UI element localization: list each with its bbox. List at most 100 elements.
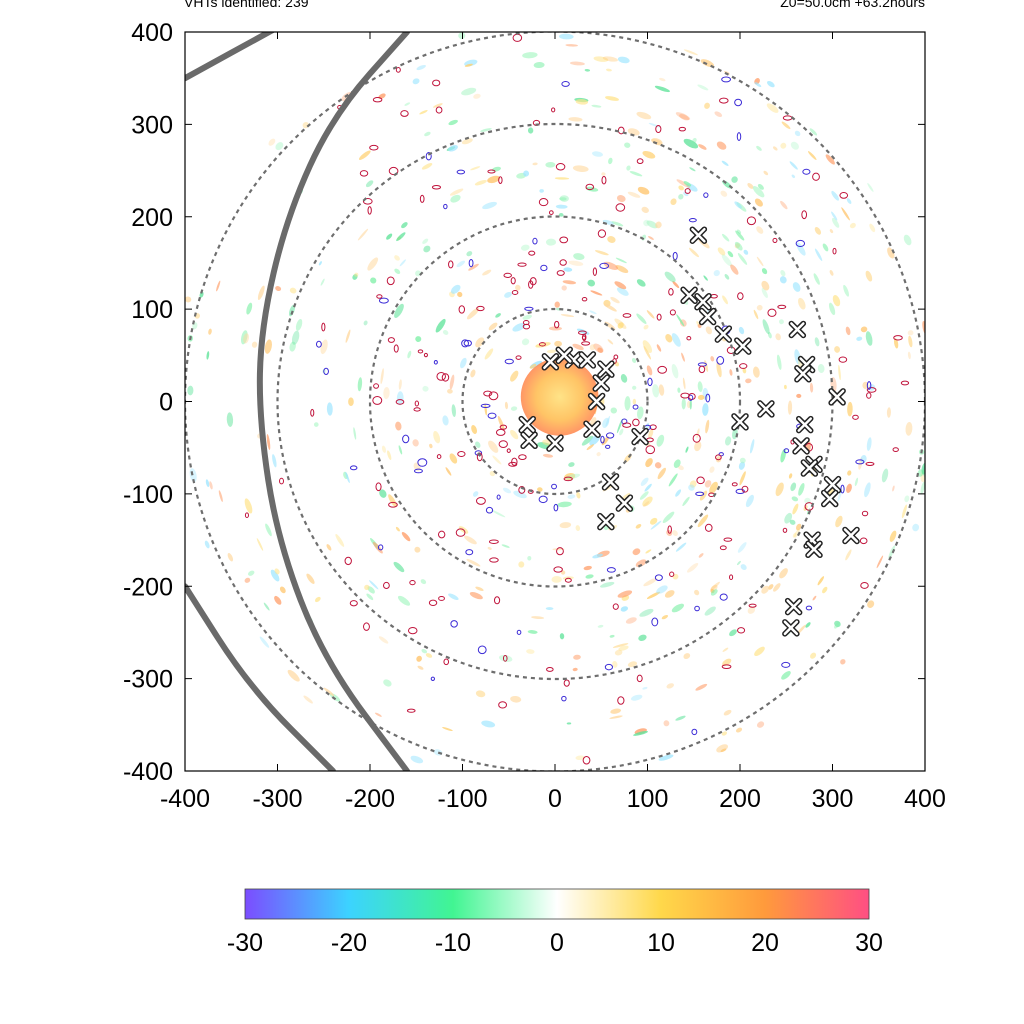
y-tick-label: -400 [123,758,173,786]
contour-loop [795,239,806,248]
contour-loop [651,617,659,627]
contour-loop [431,185,442,190]
field-speckle [572,343,584,351]
field-speckle [737,542,747,553]
field-speckle [854,477,859,487]
contour-loop [632,418,640,427]
field-speckle [581,435,594,446]
contour-loop [498,176,503,185]
field-speckle [734,201,742,209]
field-speckle [607,339,614,345]
field-speckle [722,647,729,652]
field-speckle [536,775,544,777]
contour-loop [705,393,711,403]
field-speckle [216,280,221,292]
contour-loop [538,495,548,504]
contour-loop [892,447,899,453]
contour-loop [599,262,610,269]
contour-loop [538,342,546,347]
field-speckle [565,44,578,47]
contour-loop [522,320,530,326]
y-tick-label: 300 [131,111,173,139]
field-speckle [654,85,670,93]
field-speckle [831,190,840,201]
field-speckle [591,151,603,157]
eye-core [520,358,599,436]
contour-loop [645,445,656,455]
field-speckle [688,484,695,491]
field-speckle [602,56,618,62]
contour-loop [496,494,501,500]
field-speckle [240,330,248,345]
field-speckle [817,363,825,374]
contour-loop [369,144,379,151]
field-speckle [209,481,213,490]
contour-loop [686,335,692,341]
field-speckle [612,660,618,668]
vht-marker [597,360,615,378]
field-speckle [554,177,570,180]
field-speckle [665,334,673,343]
contour-loop [511,457,518,466]
field-speckle [614,281,627,290]
contour-loop [362,198,373,205]
field-speckle [548,326,562,331]
field-speckle [487,175,501,184]
field-speckle [461,138,473,145]
vht-marker [578,351,597,369]
contour-loop [373,383,380,389]
field-speckle [722,295,728,305]
field-speckle [762,319,770,335]
field-speckle [927,366,934,380]
field-speckle [597,347,603,353]
field-speckle [658,384,665,396]
field-speckle [676,179,691,188]
field-speckle [415,336,422,342]
field-speckle [632,398,637,405]
field-speckle [754,82,762,88]
field-speckle [656,434,665,447]
field-speckle [754,198,763,207]
vht-marker-group [518,226,860,637]
field-speckle [526,649,535,654]
contour-loop [310,408,315,417]
field-speckle [721,160,729,166]
field-speckle [573,654,581,660]
contour-loop [489,557,499,563]
field-speckle [565,473,581,480]
field-speckle [522,52,538,59]
field-speckle [416,655,422,662]
field-speckle [772,146,778,151]
field-speckle [887,247,895,259]
field-speckle [605,96,619,101]
field-speckle [383,679,392,687]
field-speckle [289,341,296,352]
contour-loop [582,333,587,342]
field-speckle [642,150,656,159]
vht-marker [792,437,810,455]
field-speckle [817,576,825,586]
field-speckle [736,229,742,234]
field-speckle [481,720,496,728]
field-speckle [614,318,627,329]
field-speckle [643,324,649,330]
contour-loop [359,170,369,177]
contour-loop [741,485,749,493]
contour-loop [736,132,742,141]
field-speckle [717,247,726,256]
field-speckle [624,396,631,411]
field-speckle [620,374,628,383]
field-speckle [303,695,313,704]
field-speckle [729,629,737,637]
field-speckle [218,490,223,502]
field-speckle [615,257,627,264]
field-speckle [204,540,210,549]
contour-loop [721,76,732,83]
field-speckle [901,504,908,519]
contour-loop [781,661,791,668]
field-speckle [657,772,665,776]
field-speckle [251,341,258,348]
vht-marker [541,353,560,371]
field-speckle [841,207,850,221]
field-speckle [864,482,871,498]
